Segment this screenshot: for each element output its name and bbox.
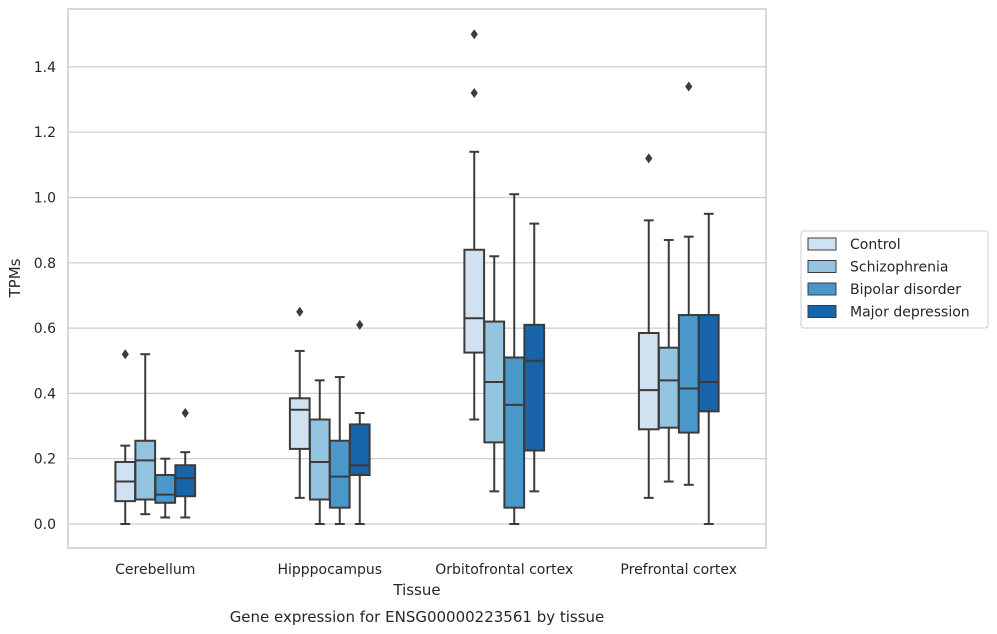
outlier-point [296,306,304,317]
gridlines [68,66,766,525]
box-iqr [288,397,311,450]
box-iqr [637,331,660,431]
box-iqr [348,423,371,477]
legend-swatch [807,282,837,296]
box-iqr [308,418,331,501]
legend-label: Control [850,237,901,253]
x-tick-labels: Cerebellum Hipppocampus Orbitofrontal cort… [115,562,737,578]
y-axis-label: TPMs [6,258,24,298]
box-major-depression [523,222,546,493]
y-tick-label: 0.8 [34,256,56,272]
box-schizophrenia [657,238,680,483]
box-iqr [657,346,680,429]
legend-label: Bipolar disorder [850,282,961,298]
box-schizophrenia [134,353,157,516]
outlier-point [645,153,653,164]
box-control [288,306,311,499]
box-major-depression [348,319,371,525]
x-tick-label: Prefrontal cortex [620,562,737,578]
box-iqr [503,356,526,509]
box-iqr [134,439,157,501]
box-iqr [697,314,720,413]
box-major-depression [174,407,197,519]
box-bipolar-disorder [328,376,351,525]
legend: Control Schizophrenia Bipolar disorder Majo… [800,230,989,329]
boxes [114,29,720,525]
outlier-point [181,407,189,418]
box-control [114,349,137,525]
box-bipolar-disorder [677,81,700,486]
outlier-point [685,81,693,92]
y-tick-label: 0.4 [34,386,56,402]
y-tick-label: 1.4 [34,60,56,76]
x-axis-label: Tissue [392,581,440,599]
legend-swatch [807,237,837,251]
box-iqr [154,474,177,504]
box-iqr [523,323,546,452]
legend-swatch [807,305,837,318]
legend-label: Schizophrenia [850,260,948,276]
box-iqr [677,314,700,434]
chart-caption: Gene expression for ENSG00000223561 by t… [230,608,605,626]
legend-frame [800,230,989,329]
legend-swatch [807,260,837,273]
y-tick-label: 1.2 [34,125,56,141]
box-schizophrenia [308,379,331,525]
box-control [463,29,486,421]
plot-area-frame [67,8,767,549]
outlier-point [121,349,129,360]
outlier-point [470,29,478,40]
box-bipolar-disorder [503,193,526,525]
y-tick-label: 0.6 [34,321,56,337]
y-tick-label: 1.0 [34,191,56,207]
box-iqr [174,464,197,498]
box-iqr [328,439,351,509]
box-major-depression [697,212,720,525]
x-tick-label: Orbitofrontal cortex [435,562,573,578]
box-control [637,153,660,499]
box-schizophrenia [483,255,506,493]
box-iqr [463,248,486,354]
y-tick-label: 0.2 [34,452,56,468]
x-tick-label: Cerebellum [115,562,195,578]
y-tick-labels: 0.0 0.2 0.4 0.6 0.8 1.0 1.2 1.4 [34,60,56,533]
box-bipolar-disorder [154,457,177,519]
legend-label: Major depression [850,305,970,321]
x-tick-label: Hipppocampus [277,562,382,578]
outlier-point [356,319,364,330]
y-tick-label: 0.0 [34,517,56,533]
outlier-point [470,88,478,99]
